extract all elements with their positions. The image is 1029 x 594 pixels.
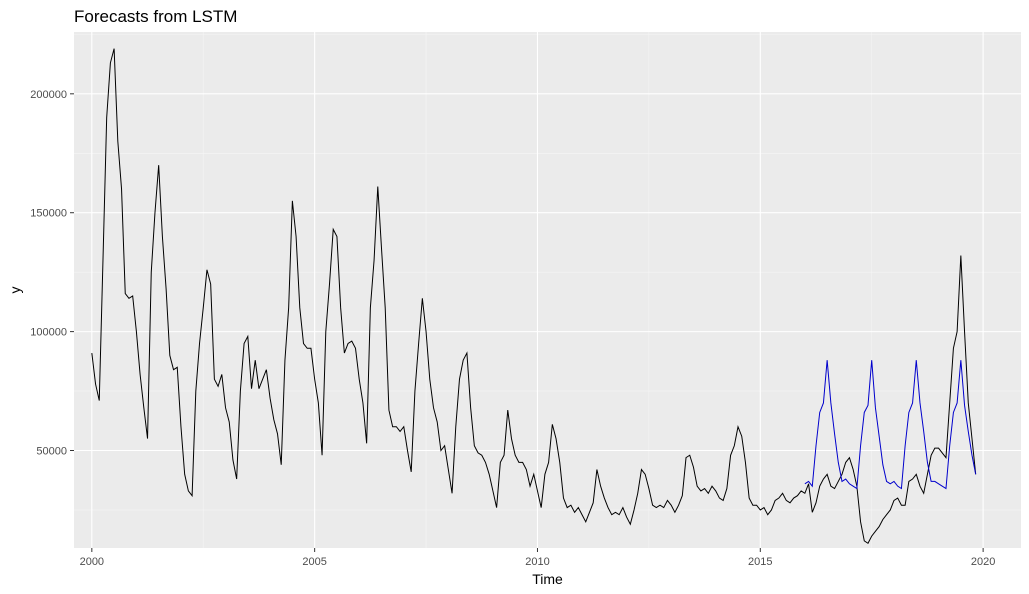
x-tick-labels: 2000 2005 2010 2015 2020 xyxy=(80,556,996,568)
y-tick-labels: 50000 100000 150000 200000 xyxy=(30,89,67,458)
y-axis-title: y xyxy=(7,287,23,294)
axis-ticks xyxy=(70,93,984,552)
minor-grid xyxy=(74,32,1021,548)
x-axis-title: Time xyxy=(532,571,563,587)
series-layer xyxy=(91,48,977,544)
forecast-series-line xyxy=(804,360,977,490)
plot-panel xyxy=(74,32,1021,548)
x-tick-label: 2020 xyxy=(971,556,995,568)
x-tick-label: 2005 xyxy=(302,556,326,568)
y-tick-label: 200000 xyxy=(30,89,67,101)
actual-series-line xyxy=(91,48,977,544)
y-tick-label: 50000 xyxy=(36,446,67,458)
x-tick-label: 2015 xyxy=(748,556,772,568)
x-tick-label: 2010 xyxy=(525,556,549,568)
chart-title: Forecasts from LSTM xyxy=(74,7,237,26)
y-tick-label: 150000 xyxy=(30,208,67,220)
x-tick-label: 2000 xyxy=(80,556,104,568)
major-grid xyxy=(74,32,1021,548)
y-tick-label: 100000 xyxy=(30,327,67,339)
